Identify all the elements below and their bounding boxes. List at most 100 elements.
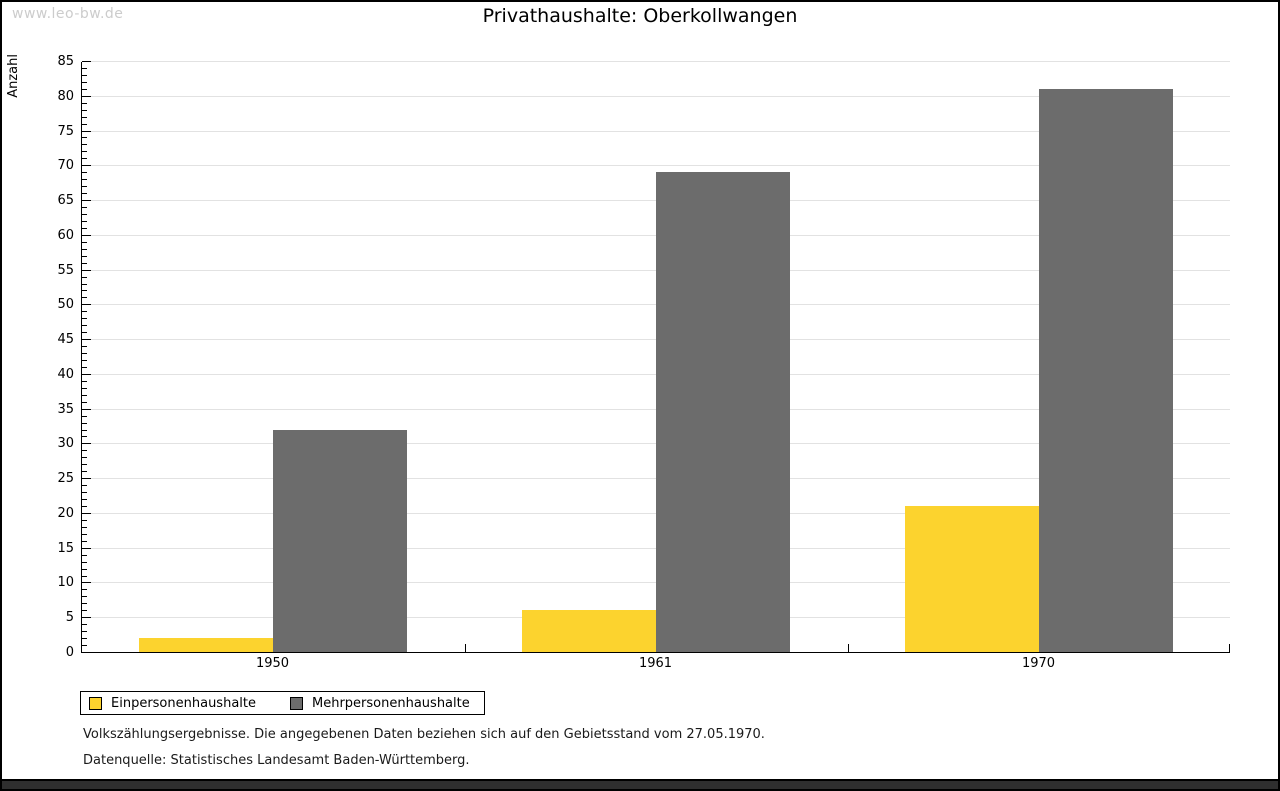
y-tick-label: 15 <box>57 540 74 556</box>
y-tick-label: 30 <box>57 436 74 452</box>
y-minor-tick <box>82 499 87 501</box>
legend-swatch-icon <box>290 696 303 710</box>
y-minor-tick <box>82 631 87 633</box>
x-axis-end-tick <box>1229 644 1230 652</box>
legend-label: Mehrpersonenhaushalte <box>312 695 470 711</box>
y-tick-label: 75 <box>57 123 74 139</box>
y-minor-tick <box>82 401 87 403</box>
y-minor-tick <box>82 318 87 320</box>
y-minor-tick <box>82 74 87 76</box>
legend-label: Einpersonenhaushalte <box>111 695 256 711</box>
bar-einpersonenhaushalte-1950 <box>139 638 273 652</box>
y-minor-tick <box>82 137 87 139</box>
y-tick-label: 55 <box>57 262 74 278</box>
y-minor-tick <box>82 610 87 612</box>
y-minor-tick <box>82 297 87 299</box>
y-minor-tick <box>82 464 87 466</box>
x-tick-label: 1961 <box>638 656 673 671</box>
y-minor-tick <box>82 596 87 598</box>
y-minor-tick <box>82 213 87 215</box>
gridline <box>82 165 1230 167</box>
bottom-bar <box>2 779 1278 789</box>
y-tick-label: 70 <box>57 158 74 174</box>
y-minor-tick <box>82 311 87 313</box>
y-major-tick <box>82 443 91 445</box>
y-minor-tick <box>82 506 87 507</box>
y-major-tick <box>82 130 91 132</box>
y-minor-tick <box>82 519 87 521</box>
y-minor-tick <box>82 123 87 125</box>
y-minor-tick <box>82 422 87 424</box>
y-tick-label: 10 <box>57 575 74 591</box>
y-minor-tick <box>82 353 87 355</box>
y-tick-label: 50 <box>57 297 74 313</box>
y-major-tick <box>82 234 91 236</box>
y-major-tick <box>82 408 91 410</box>
y-minor-tick <box>82 359 87 361</box>
y-minor-tick <box>82 262 87 264</box>
y-minor-tick <box>82 387 87 389</box>
y-minor-tick <box>82 429 87 431</box>
y-minor-tick <box>82 394 87 396</box>
y-minor-tick <box>82 172 87 174</box>
x-tick-label: 1950 <box>255 656 290 671</box>
y-minor-tick <box>82 116 87 118</box>
y-minor-tick <box>82 492 87 494</box>
y-tick-label: 85 <box>57 54 74 69</box>
y-minor-tick <box>82 457 87 459</box>
y-minor-tick <box>82 540 87 542</box>
plot-area <box>81 61 1230 653</box>
y-minor-tick <box>82 436 87 438</box>
y-minor-tick <box>82 220 87 222</box>
y-minor-tick <box>82 325 87 327</box>
y-minor-tick <box>82 276 87 278</box>
y-minor-tick <box>82 67 87 69</box>
y-tick-label: 45 <box>57 332 74 348</box>
chart-title: Privathaushalte: Oberkollwangen <box>482 5 798 27</box>
y-minor-tick <box>82 227 87 229</box>
y-minor-tick <box>82 346 87 348</box>
legend-item-mehrpersonenhaushalte: Mehrpersonenhaushalte <box>290 696 470 711</box>
y-minor-tick <box>82 102 87 104</box>
y-minor-tick <box>82 603 87 605</box>
y-minor-tick <box>82 366 87 368</box>
y-major-tick <box>82 61 91 62</box>
bar-einpersonenhaushalte-1961 <box>522 610 656 652</box>
y-tick-label: 25 <box>57 471 74 487</box>
y-axis-labels: 0 5 10 15 20 25 30 35 40 45 50 55 60 65 70 75 80 85 <box>2 55 74 660</box>
y-minor-tick <box>82 81 87 83</box>
y-minor-tick <box>82 158 87 160</box>
y-major-tick <box>82 373 91 375</box>
gridline <box>82 61 1230 62</box>
x-boundary-tick <box>465 644 466 652</box>
y-tick-label: 80 <box>57 88 74 104</box>
y-major-tick <box>82 304 91 306</box>
y-minor-tick <box>82 415 87 417</box>
gridline <box>82 95 1230 97</box>
y-minor-tick <box>82 575 87 577</box>
y-minor-tick <box>82 88 87 90</box>
y-major-tick <box>82 165 91 167</box>
y-major-tick <box>82 339 91 341</box>
y-major-tick <box>82 95 91 97</box>
y-major-tick <box>82 547 91 549</box>
x-tick-label: 1970 <box>1021 656 1056 671</box>
y-minor-tick <box>82 624 87 626</box>
y-minor-tick <box>82 561 87 563</box>
y-minor-tick <box>82 485 87 487</box>
y-major-tick <box>82 478 91 480</box>
y-minor-tick <box>82 151 87 153</box>
bar-einpersonenhaushalte-1970 <box>905 506 1039 652</box>
y-minor-tick <box>82 380 87 382</box>
y-minor-tick <box>82 179 87 181</box>
gridline <box>82 130 1230 132</box>
y-minor-tick <box>82 645 87 647</box>
y-major-tick <box>82 617 91 619</box>
y-minor-tick <box>82 193 87 195</box>
bar-mehrpersonenhaushalte-1970 <box>1039 88 1173 652</box>
legend-swatch-icon <box>89 696 102 710</box>
y-major-tick <box>82 582 91 584</box>
y-minor-tick <box>82 248 87 250</box>
y-minor-tick <box>82 568 87 570</box>
